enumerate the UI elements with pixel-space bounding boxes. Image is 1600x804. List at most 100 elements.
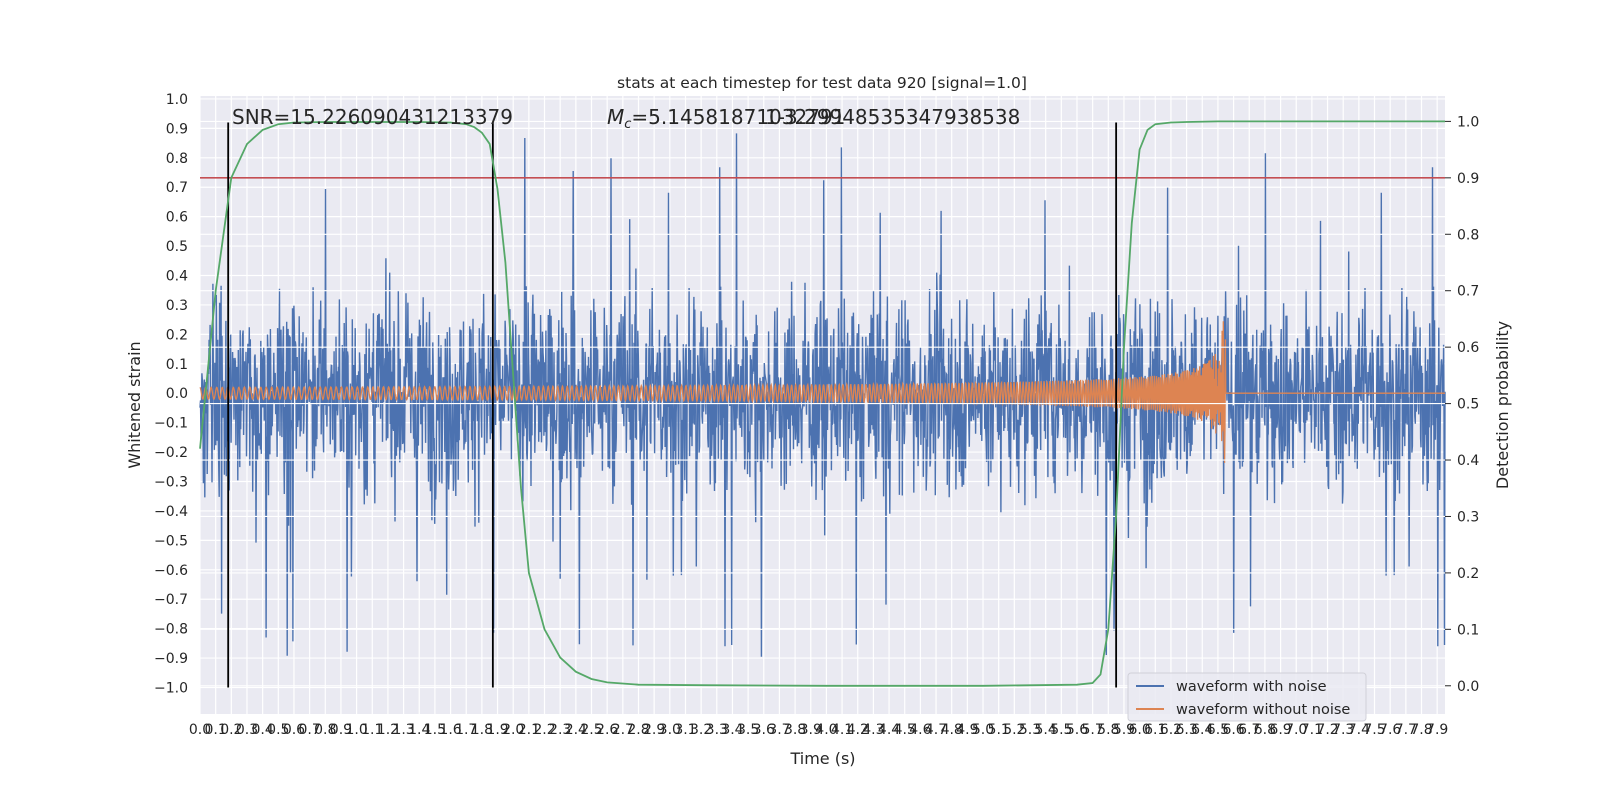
y-tick-label-right-6: 0.4: [1457, 453, 1479, 469]
x-tick-label-4: 0.4: [252, 722, 274, 738]
x-tick-label-63: 6.3: [1175, 722, 1197, 738]
line-waveform-without-noise: [199, 321, 1445, 463]
x-tick-label-52: 5.2: [1003, 722, 1025, 738]
y-tick-label-left-4: 0.6: [166, 210, 188, 226]
x-tick-label-58: 5.8: [1097, 722, 1119, 738]
x-tick-label-12: 1.2: [377, 722, 399, 738]
snr-annotation: SNR=15.226090431213379: [232, 105, 513, 129]
x-tick-label-19: 1.9: [486, 722, 508, 738]
x-tick-label-67: 6.7: [1238, 722, 1260, 738]
x-tick-label-3: 0.3: [236, 722, 258, 738]
x-tick-label-11: 1.1: [361, 722, 383, 738]
x-tick-label-22: 2.2: [533, 722, 555, 738]
line-detection-probability: [199, 120, 1445, 687]
x-tick-label-72: 7.2: [1316, 722, 1338, 738]
x-tick-label-33: 3.3: [706, 722, 728, 738]
y-tick-label-left-19: −0.9: [154, 651, 188, 667]
y-tick-label-left-15: −0.5: [154, 533, 188, 549]
x-tick-label-7: 0.7: [298, 722, 320, 738]
x-tick-label-68: 6.8: [1254, 722, 1276, 738]
x-tick-label-41: 4.1: [831, 722, 853, 738]
x-tick-label-15: 1.5: [424, 722, 446, 738]
y-tick-label-left-14: −0.4: [154, 504, 188, 520]
y-ticks-right: 1.0 0.9 0.8 0.7 0.6 0.5 0.4 0.3 0.2 0.1 0.0: [1445, 114, 1479, 695]
series-waveform-without-noise: [199, 321, 1445, 463]
x-tick-label-16: 1.6: [439, 722, 461, 738]
y-tick-label-left-1: 0.9: [166, 121, 188, 137]
y-tick-label-left-5: 0.5: [166, 239, 188, 255]
y-tick-label-left-7: 0.3: [166, 298, 188, 314]
y-tick-label-left-10: 0.0: [166, 386, 188, 402]
chart-title: stats at each timestep for test data 920…: [617, 74, 1027, 92]
x-tick-label-79: 7.9: [1426, 722, 1448, 738]
x-tick-label-55: 5.5: [1050, 722, 1072, 738]
x-tick-label-53: 5.3: [1019, 722, 1041, 738]
x-tick-label-60: 6.0: [1128, 722, 1150, 738]
x-tick-label-37: 3.7: [768, 722, 790, 738]
x-tick-label-24: 2.4: [565, 722, 587, 738]
x-tick-label-1: 0.1: [205, 722, 227, 738]
x-tick-label-48: 4.8: [941, 722, 963, 738]
x-tick-label-8: 0.8: [314, 722, 336, 738]
x-tick-label-78: 7.8: [1410, 722, 1432, 738]
x-tick-label-28: 2.8: [627, 722, 649, 738]
x-tick-label-59: 5.9: [1113, 722, 1135, 738]
y-tick-label-left-18: −0.8: [154, 622, 188, 638]
x-tick-label-13: 1.3: [392, 722, 414, 738]
y-tick-label-left-0: 1.0: [166, 92, 188, 108]
x-tick-label-26: 2.6: [596, 722, 618, 738]
x-tick-label-27: 2.7: [612, 722, 634, 738]
x-tick-label-40: 4.0: [815, 722, 837, 738]
x-tick-label-10: 1.0: [345, 722, 367, 738]
y-tick-label-right-8: 0.2: [1457, 566, 1479, 582]
x-tick-label-57: 5.7: [1082, 722, 1104, 738]
y-tick-label-left-20: −1.0: [154, 681, 188, 697]
x-tick-label-75: 7.5: [1363, 722, 1385, 738]
x-tick-label-25: 2.5: [580, 722, 602, 738]
x-tick-label-51: 5.1: [988, 722, 1010, 738]
series-detection-probability: [199, 120, 1445, 687]
legend-label-noise: waveform with noise: [1176, 679, 1327, 695]
y-tick-label-right-4: 0.6: [1457, 340, 1479, 356]
x-tick-label-6: 0.6: [283, 722, 305, 738]
x-tick-label-65: 6.5: [1207, 722, 1229, 738]
x-tick-label-2: 0.2: [220, 722, 242, 738]
x-tick-label-43: 4.3: [862, 722, 884, 738]
x-tick-label-34: 3.4: [721, 722, 743, 738]
y-tick-label-left-17: −0.7: [154, 592, 188, 608]
x-tick-label-61: 6.1: [1144, 722, 1166, 738]
x-tick-label-21: 2.1: [518, 722, 540, 738]
y-ticks-left: 1.0 0.9 0.8 0.7 0.6 0.5 0.4 0.3 0.2 0.1 0.0 −0.1 −0.…: [154, 92, 188, 697]
x-axis-label: Time (s): [789, 749, 855, 768]
x-tick-label-20: 2.0: [502, 722, 524, 738]
x-tick-label-64: 6.4: [1191, 722, 1213, 738]
y-tick-label-left-3: 0.7: [166, 180, 188, 196]
y-tick-label-left-11: −0.1: [154, 416, 188, 432]
x-tick-label-14: 1.4: [408, 722, 430, 738]
y-tick-label-right-7: 0.3: [1457, 509, 1479, 525]
x-tick-label-74: 7.4: [1348, 722, 1370, 738]
y-tick-label-right-2: 0.8: [1457, 227, 1479, 243]
legend-label-clean: waveform without noise: [1176, 702, 1350, 718]
y-tick-label-left-16: −0.6: [154, 563, 188, 579]
x-tick-label-62: 6.2: [1160, 722, 1182, 738]
x-ticks: 0.00.10.20.30.40.50.60.70.80.91.01.11.21…: [189, 722, 1448, 738]
x-tick-label-49: 4.9: [956, 722, 978, 738]
x-tick-label-45: 4.5: [894, 722, 916, 738]
y-tick-label-right-0: 1.0: [1457, 114, 1479, 130]
y-tick-label-right-1: 0.9: [1457, 171, 1479, 187]
y-tick-label-left-9: 0.1: [166, 357, 188, 373]
y-tick-label-left-12: −0.2: [154, 445, 188, 461]
x-tick-label-66: 6.6: [1222, 722, 1244, 738]
legend: waveform with noise waveform without noi…: [1127, 672, 1367, 722]
y-tick-label-right-5: 0.5: [1457, 397, 1479, 413]
x-tick-label-31: 3.1: [674, 722, 696, 738]
x-tick-label-76: 7.6: [1379, 722, 1401, 738]
x-tick-label-73: 7.3: [1332, 722, 1354, 738]
x-tick-label-9: 0.9: [330, 722, 352, 738]
x-tick-label-47: 4.7: [925, 722, 947, 738]
overlap-annotation: 1-3.29948535347938538: [765, 105, 1020, 129]
y-tick-label-right-3: 0.7: [1457, 284, 1479, 300]
